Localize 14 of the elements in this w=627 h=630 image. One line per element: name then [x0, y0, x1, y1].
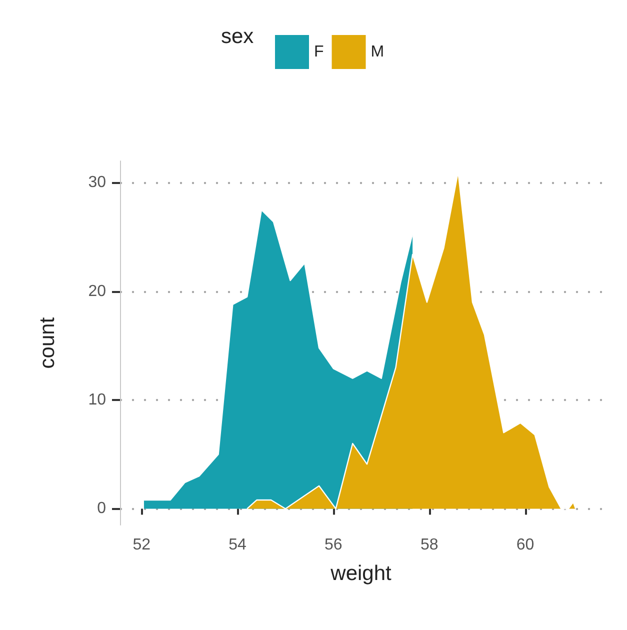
y-tick-label: 0	[97, 500, 106, 518]
legend-label: M	[370, 44, 384, 60]
legend-title: sex	[221, 25, 254, 48]
x-tick-label: 54	[228, 536, 247, 554]
legend-label: F	[314, 44, 324, 60]
y-axis-title: count	[36, 317, 59, 369]
x-tick-label: 56	[324, 536, 342, 554]
x-tick-label: 52	[132, 536, 151, 554]
x-tick-label: 60	[516, 536, 534, 554]
y-tick-label: 30	[88, 174, 106, 192]
x-axis-title: weight	[330, 562, 392, 585]
y-tick-label: 10	[88, 392, 106, 409]
x-tick-label: 58	[420, 536, 438, 554]
y-tick-label: 20	[88, 282, 106, 300]
